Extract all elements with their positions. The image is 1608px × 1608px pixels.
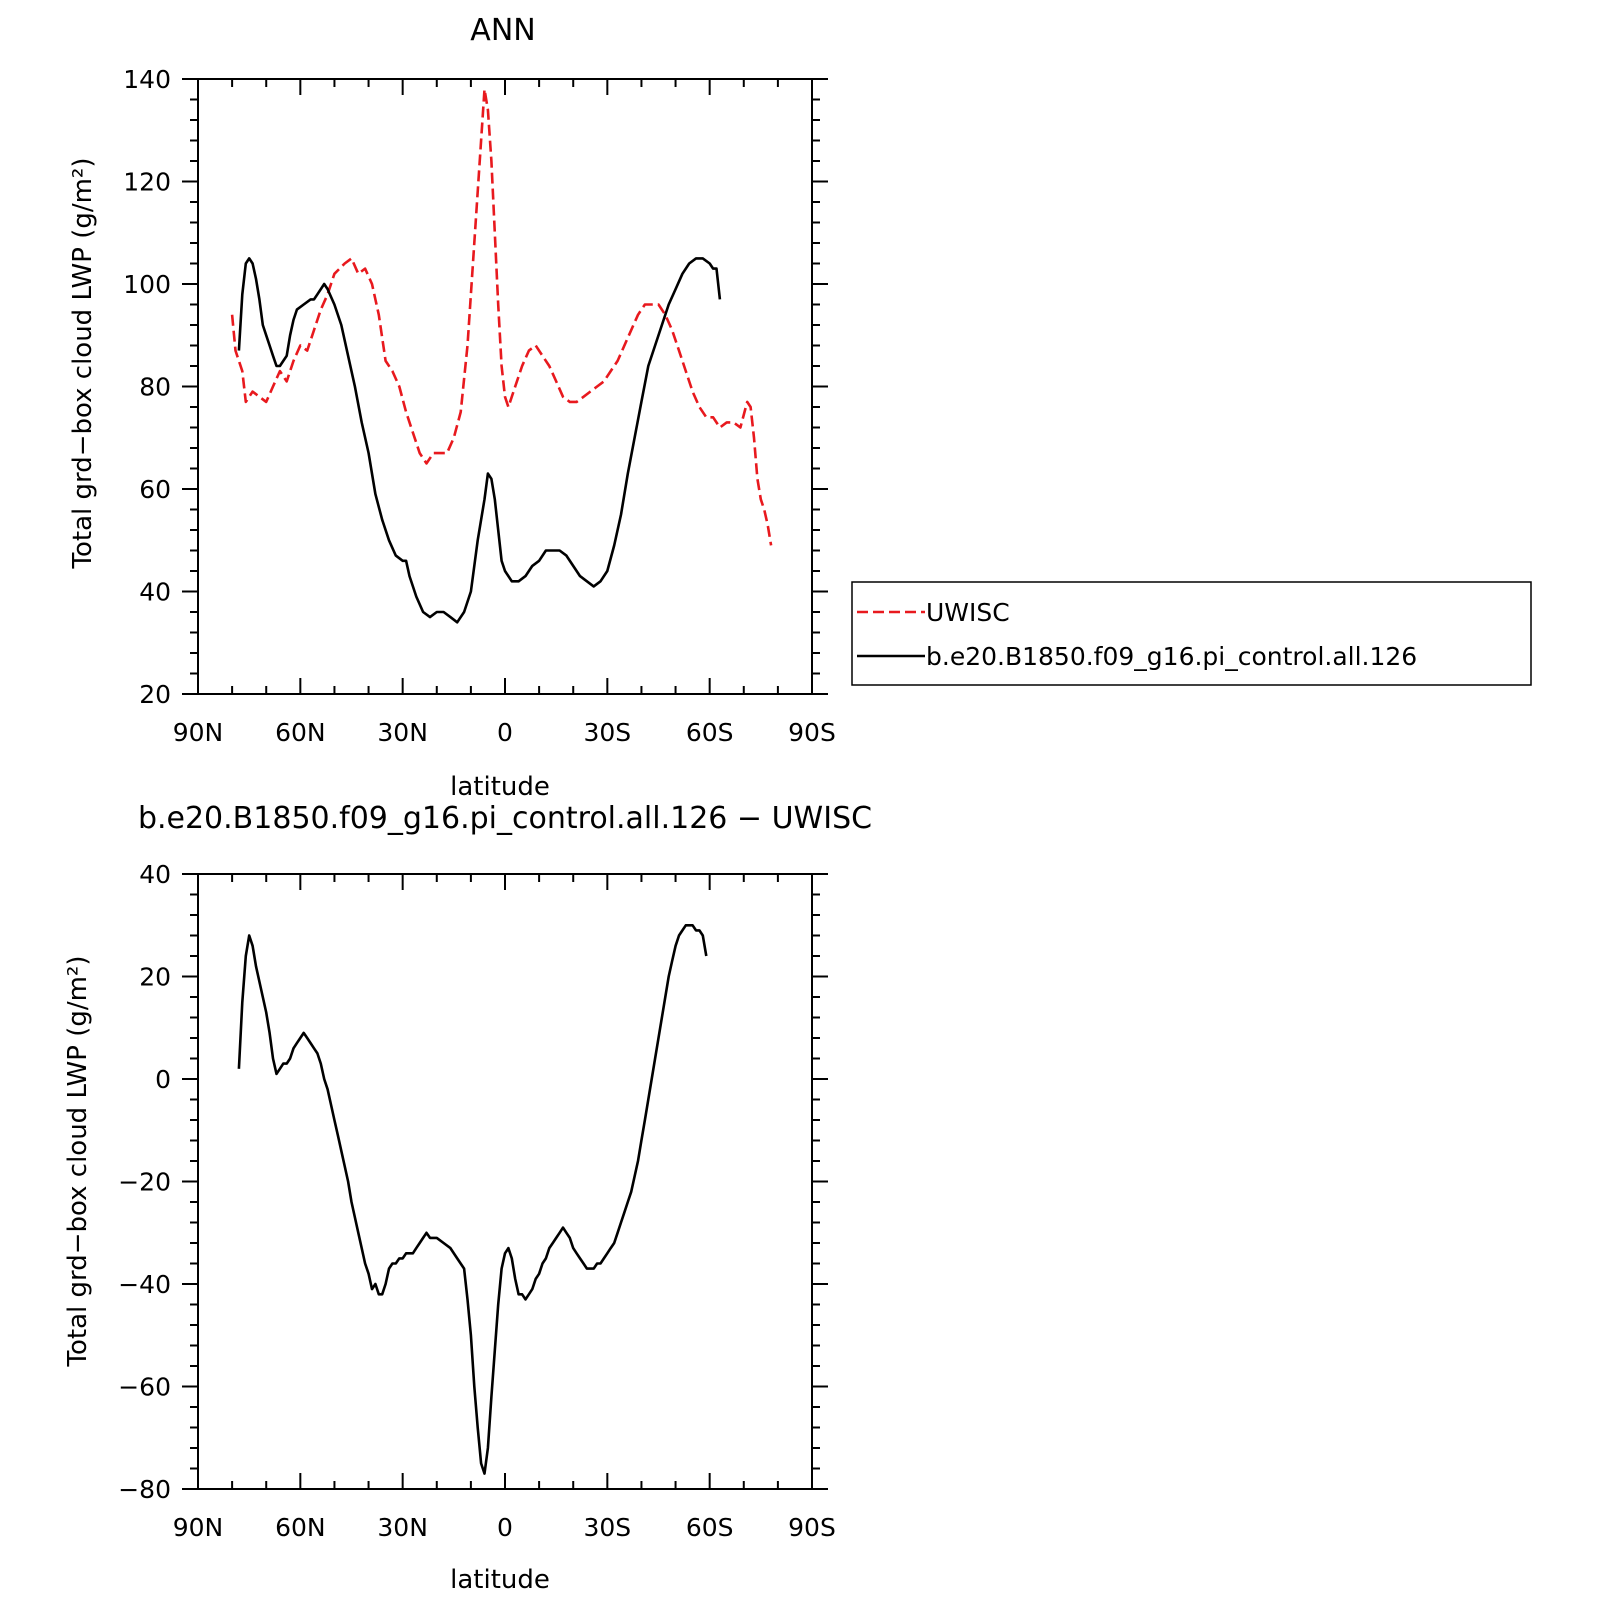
plot-frame: [197, 873, 813, 1490]
y-tick-label: 20: [139, 680, 171, 709]
y-tick-label: 0: [155, 1065, 171, 1094]
x-tick-label: 90S: [788, 1513, 836, 1542]
y-tick-label: 140: [123, 65, 171, 94]
y-tick-label: 20: [139, 963, 171, 992]
plot-series: [230, 88, 773, 624]
axis-ticks: 90N 60N 30N 0 30S 60S 90S 20 40 60 80 100 120 140: [123, 65, 836, 747]
x-tick-label: 30S: [583, 1513, 631, 1542]
x-axis-label: latitude: [450, 772, 550, 802]
x-tick-label: 0: [497, 1513, 513, 1542]
y-tick-label: −60: [118, 1373, 171, 1402]
x-tick-label: 30N: [377, 1513, 428, 1542]
y-axis-label: Total grd−box cloud LWP (g/m²): [68, 158, 98, 570]
x-tick-label: 30N: [377, 718, 428, 747]
x-tick-label: 60N: [275, 1513, 326, 1542]
panel-difference-lwp: b.e20.B1850.f09_g16.pi_control.all.126 −…: [63, 801, 872, 1595]
chart-title: b.e20.B1850.f09_g16.pi_control.all.126 −…: [138, 801, 872, 836]
x-tick-label: 60S: [686, 1513, 734, 1542]
panel-annual-lwp: ANN Total grd−box cloud LWP (g/m²) latit…: [68, 13, 836, 802]
plot-frame: [197, 78, 813, 695]
y-tick-label: 40: [139, 860, 171, 889]
legend: UWISC b.e20.B1850.f09_g16.pi_control.all…: [851, 581, 1532, 686]
chart-title: ANN: [470, 13, 535, 48]
y-tick-label: 40: [139, 578, 171, 607]
y-axis-label: Total grd−box cloud LWP (g/m²): [63, 956, 93, 1368]
legend-box: [851, 581, 1532, 686]
series-line-0: [230, 88, 773, 546]
x-tick-label: 90N: [173, 718, 224, 747]
series-line-1: [237, 257, 722, 624]
x-tick-label: 90N: [173, 1513, 224, 1542]
y-tick-label: 60: [139, 475, 171, 504]
plot-series: [237, 924, 708, 1475]
x-tick-label: 60S: [686, 718, 734, 747]
series-line-0: [237, 924, 708, 1475]
x-axis-label: latitude: [450, 1565, 550, 1595]
axis-ticks: 90N 60N 30N 0 30S 60S 90S −80 −60 −40 −20 0 20 40: [118, 860, 836, 1542]
y-tick-label: 120: [123, 168, 171, 197]
x-tick-label: 30S: [583, 718, 631, 747]
y-tick-label: 100: [123, 270, 171, 299]
y-tick-label: −80: [118, 1475, 171, 1504]
y-tick-label: 80: [139, 373, 171, 402]
x-tick-label: 90S: [788, 718, 836, 747]
x-tick-label: 60N: [275, 718, 326, 747]
y-tick-label: −40: [118, 1270, 171, 1299]
legend-label-model: b.e20.B1850.f09_g16.pi_control.all.126: [926, 642, 1417, 671]
y-tick-label: −20: [118, 1168, 171, 1197]
legend-label-uwisc: UWISC: [926, 598, 1010, 627]
x-tick-label: 0: [497, 718, 513, 747]
